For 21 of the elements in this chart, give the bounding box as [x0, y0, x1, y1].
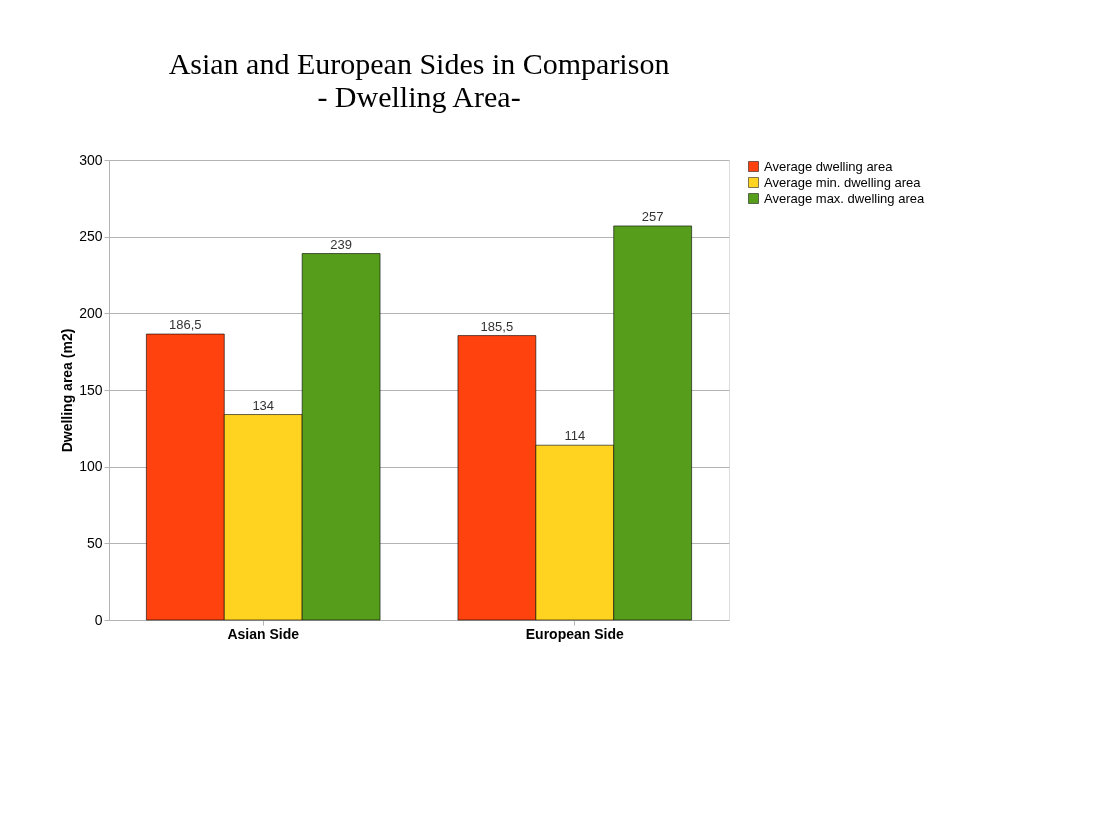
chart-subtitle: - Dwelling Area- [317, 80, 521, 113]
y-tick-label: 300 [79, 151, 103, 168]
y-tick-label: 200 [79, 304, 103, 321]
data-label: 185,5 [480, 318, 514, 334]
data-label: 114 [564, 428, 586, 444]
data-label: 257 [641, 208, 664, 224]
y-tick-label: 0 [94, 611, 103, 628]
legend-label: Average min. dwelling area [764, 174, 922, 190]
y-tick-label: 100 [79, 458, 103, 475]
chart-title: Asian and European Sides in Comparison [168, 47, 670, 80]
y-axis-title: Dwelling area (m2) [59, 328, 76, 453]
legend-label: Average max. dwelling area [764, 190, 925, 206]
data-label: 239 [330, 236, 352, 252]
data-label: 134 [252, 397, 275, 413]
x-tick-label: European Side [525, 625, 624, 642]
data-label: 186,5 [169, 317, 202, 333]
y-tick-label: 50 [86, 534, 103, 551]
x-tick-label: Asian Side [227, 625, 300, 642]
legend-label: Average dwelling area [764, 158, 894, 174]
y-tick-label: 250 [79, 228, 103, 245]
y-tick-label: 150 [79, 381, 103, 398]
